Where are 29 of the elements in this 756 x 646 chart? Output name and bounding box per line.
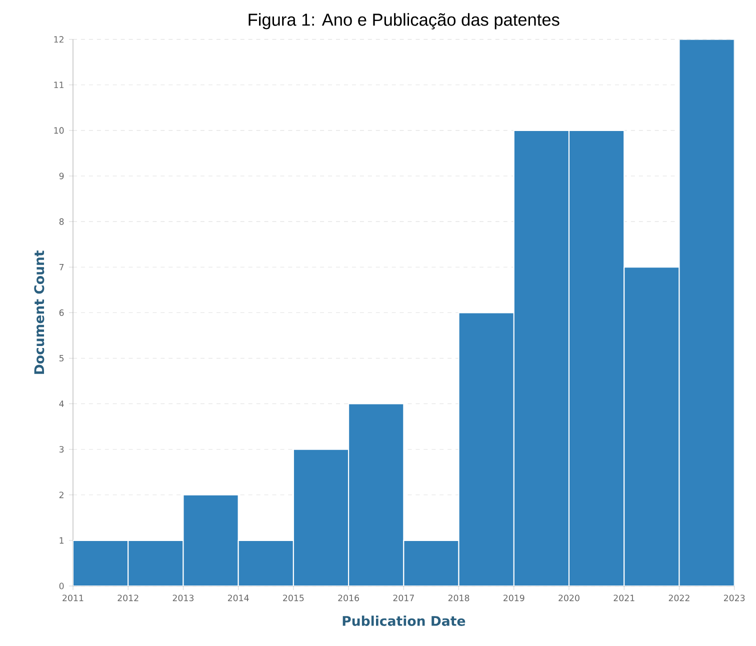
y-tick-label: 0 xyxy=(59,582,64,590)
x-tick-label: 2017 xyxy=(393,594,414,602)
y-tick-label: 12 xyxy=(54,36,64,43)
x-tick-label: 2019 xyxy=(504,594,524,602)
x-tick-label: 2015 xyxy=(283,594,304,602)
x-tick-label: 2012 xyxy=(118,594,138,602)
y-tick-label: 8 xyxy=(59,218,64,225)
y-tick-label: 2 xyxy=(59,492,64,498)
x-tick-label: 2022 xyxy=(668,594,690,602)
y-axis-title: Document Count xyxy=(34,250,44,374)
x-tick-label: 2021 xyxy=(614,594,634,602)
y-tick-label: 5 xyxy=(59,355,64,362)
y-tick-label: 9 xyxy=(59,172,64,180)
y-tick-label: 4 xyxy=(59,400,64,407)
x-tick-label: 2016 xyxy=(338,594,359,602)
x-tick-label: 2020 xyxy=(558,594,580,602)
x-tick-label: 2011 xyxy=(62,594,84,602)
y-tick-label: 10 xyxy=(54,127,64,134)
y-tick-label: 1 xyxy=(60,537,64,544)
y-tick-label: 7 xyxy=(60,264,64,270)
x-axis-title: Publication Date xyxy=(342,616,466,626)
x-tick-label: 2013 xyxy=(172,594,194,602)
x-tick-label: 2014 xyxy=(228,594,249,602)
chart-title: Figura 1: Ano e Publicação das patentes xyxy=(248,13,560,30)
x-tick-label: 2018 xyxy=(448,594,470,602)
y-tick-label: 3 xyxy=(59,446,64,453)
x-tick-label: 2023 xyxy=(724,594,745,602)
y-tick-label: 11 xyxy=(54,82,64,88)
y-tick-label: 6 xyxy=(59,309,64,316)
